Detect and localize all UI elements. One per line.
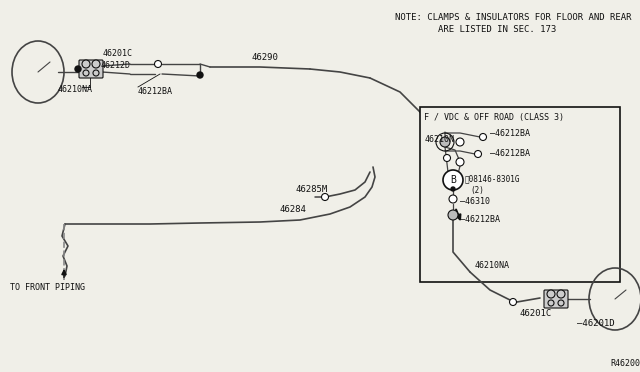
Text: 46212D: 46212D	[101, 61, 131, 70]
Text: NOTE: CLAMPS & INSULATORS FOR FLOOR AND REAR: NOTE: CLAMPS & INSULATORS FOR FLOOR AND …	[395, 13, 632, 22]
Circle shape	[474, 151, 481, 157]
Circle shape	[443, 170, 463, 190]
Circle shape	[456, 158, 464, 166]
Text: —46212BA: —46212BA	[490, 150, 530, 158]
Text: 46212BA: 46212BA	[138, 87, 173, 96]
Circle shape	[558, 300, 564, 306]
Circle shape	[197, 72, 203, 78]
Text: 46201C: 46201C	[520, 310, 552, 318]
Circle shape	[82, 60, 90, 68]
Circle shape	[321, 193, 328, 201]
FancyBboxPatch shape	[79, 60, 103, 78]
Circle shape	[440, 137, 450, 147]
Text: 46285M: 46285M	[295, 185, 327, 193]
Circle shape	[83, 70, 89, 76]
Text: 46210NA: 46210NA	[475, 260, 510, 269]
Text: —46212BA: —46212BA	[460, 215, 500, 224]
Text: R4620041: R4620041	[610, 359, 640, 369]
Circle shape	[449, 195, 457, 203]
Circle shape	[456, 138, 464, 146]
Circle shape	[93, 70, 99, 76]
Circle shape	[548, 300, 554, 306]
Circle shape	[479, 134, 486, 141]
Text: 46290: 46290	[252, 54, 279, 62]
Text: F / VDC & OFF ROAD (CLASS 3): F / VDC & OFF ROAD (CLASS 3)	[424, 113, 564, 122]
Text: —46201D: —46201D	[577, 318, 614, 327]
Circle shape	[448, 210, 458, 220]
Text: ARE LISTED IN SEC. 173: ARE LISTED IN SEC. 173	[395, 25, 556, 33]
Circle shape	[547, 290, 555, 298]
Circle shape	[75, 66, 81, 72]
Circle shape	[557, 290, 565, 298]
FancyBboxPatch shape	[544, 290, 568, 308]
Text: —46310: —46310	[460, 198, 490, 206]
Text: (2): (2)	[470, 186, 484, 195]
Circle shape	[444, 154, 451, 161]
Text: TO FRONT PIPING: TO FRONT PIPING	[10, 282, 85, 292]
Circle shape	[509, 298, 516, 305]
Circle shape	[451, 187, 455, 191]
Circle shape	[154, 61, 161, 67]
Text: ⑧08146-8301G: ⑧08146-8301G	[465, 174, 520, 183]
Text: —46212BA: —46212BA	[490, 129, 530, 138]
Bar	[420, 107, 620, 282]
Text: 46201C: 46201C	[103, 49, 133, 58]
Text: 46210N: 46210N	[425, 135, 455, 144]
Circle shape	[92, 60, 100, 68]
Text: 46284: 46284	[280, 205, 307, 214]
Text: B: B	[450, 175, 456, 185]
Text: 46210NA: 46210NA	[58, 86, 93, 94]
